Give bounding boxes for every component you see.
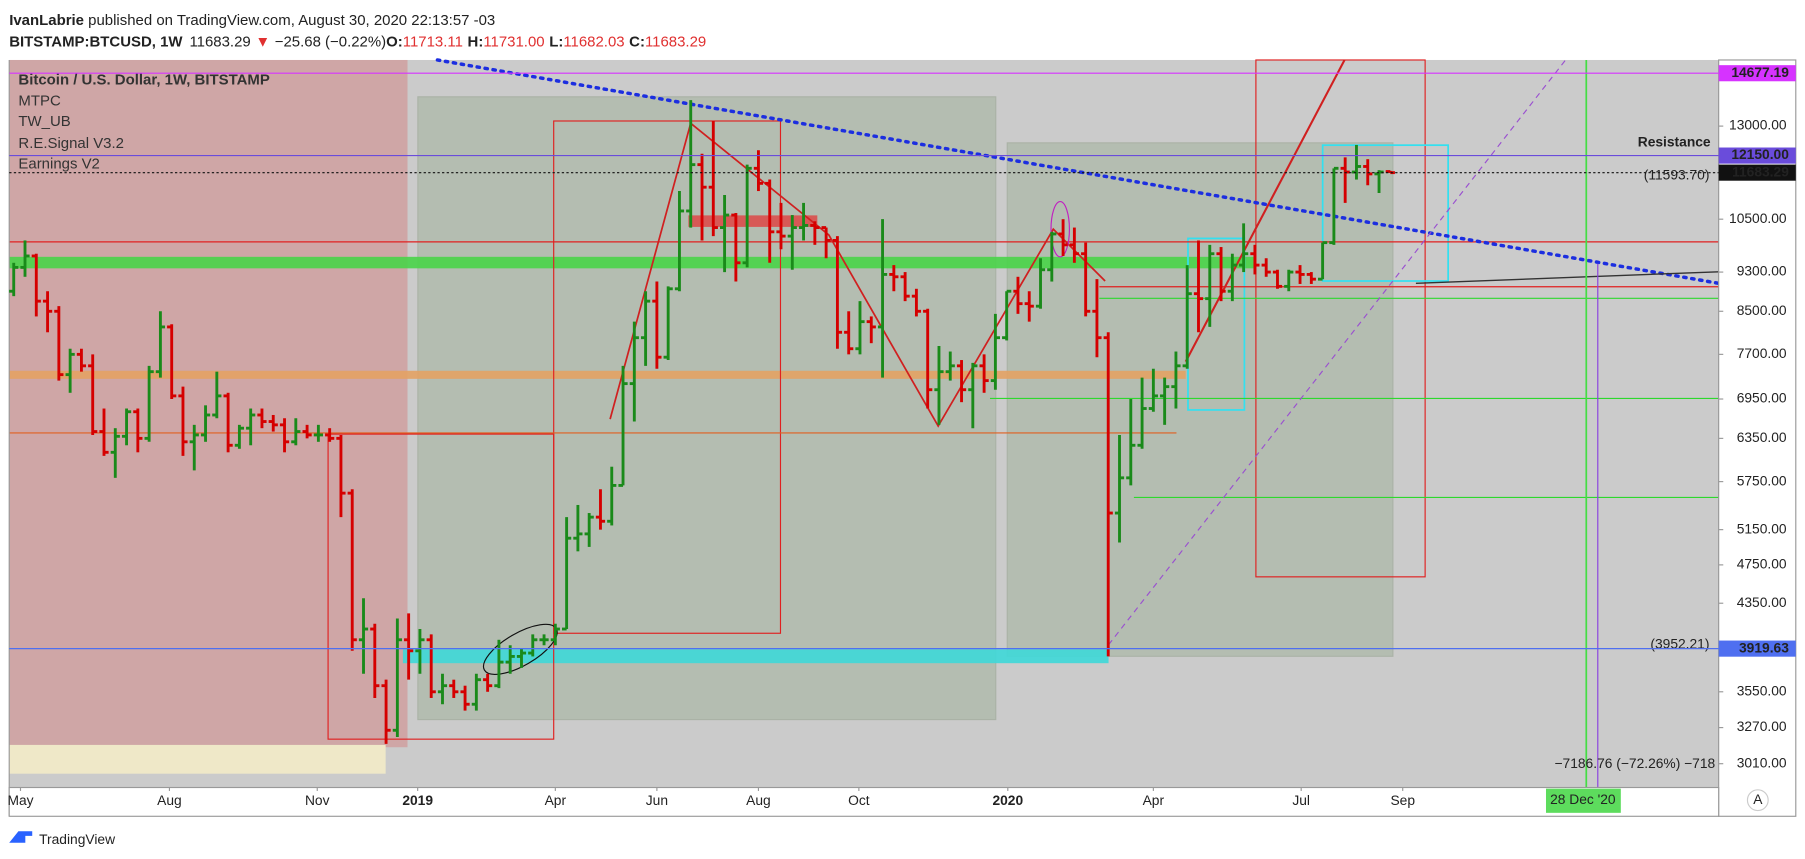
close-value: 11683.29 xyxy=(645,34,706,51)
y-tick-label: 13000.00 xyxy=(1729,117,1787,133)
x-tick-label: May xyxy=(7,792,33,808)
sketch-ellipse xyxy=(1050,200,1070,258)
price-label-box xyxy=(1718,65,1796,82)
price-label-box xyxy=(1718,164,1796,181)
band-cyan xyxy=(402,649,1109,664)
x-tick-label: Oct xyxy=(848,792,870,808)
x-tick-label: Aug xyxy=(746,792,771,808)
box-red xyxy=(327,433,555,740)
change-arrow: ▼ xyxy=(255,34,270,51)
band-orange xyxy=(9,370,1186,379)
zone-gray xyxy=(1006,142,1394,657)
box-red xyxy=(1255,59,1426,578)
high-value: 11731.00 xyxy=(483,34,544,51)
y-tick-label: 5150.00 xyxy=(1737,520,1787,536)
price-axis xyxy=(1718,59,1797,817)
y-tick-label: 4750.00 xyxy=(1737,556,1787,572)
last-price: 11683.29 xyxy=(189,34,250,51)
price-label: 3919.63 xyxy=(1739,639,1789,655)
low-key: L: xyxy=(549,34,563,51)
band-red xyxy=(688,215,818,227)
x-tick-label: Apr xyxy=(1143,792,1165,808)
open-value: 11713.11 xyxy=(403,34,463,51)
y-tick-label: 10500.00 xyxy=(1729,210,1787,226)
time-axis xyxy=(8,786,1720,817)
publish-line: IvanLabrie published on TradingView.com,… xyxy=(9,12,495,29)
high-key: H: xyxy=(468,34,484,51)
legend-line: TW_UB xyxy=(18,113,70,130)
brand-logo xyxy=(9,831,33,843)
author: IvanLabrie xyxy=(9,12,84,29)
price-label: 14677.19 xyxy=(1731,64,1789,80)
cursor-date-box xyxy=(1545,788,1621,813)
box-cyan xyxy=(1321,144,1450,282)
legend-line: Earnings V2 xyxy=(18,156,99,173)
close-key: C: xyxy=(629,34,645,51)
legend-line: R.E.Signal V3.2 xyxy=(18,135,124,152)
x-tick-label: Jul xyxy=(1292,792,1310,808)
y-tick-label: 7700.00 xyxy=(1737,345,1787,361)
symbol: BITSTAMP:BTCUSD, 1W xyxy=(9,34,183,51)
x-tick-label: Sep xyxy=(1390,792,1415,808)
change: −25.68 (−0.22%) xyxy=(275,34,386,51)
y-tick-label: 9300.00 xyxy=(1737,263,1787,279)
symbol-line: BITSTAMP:BTCUSD, 1W 11683.29 ▼ −25.68 (−0.2… xyxy=(9,34,706,51)
low-value: 11682.03 xyxy=(563,34,624,51)
band-green xyxy=(9,256,1255,269)
y-tick-label: 4350.00 xyxy=(1737,594,1787,610)
brand: TradingView xyxy=(39,831,115,847)
y-tick-label: 3010.00 xyxy=(1737,754,1787,770)
x-tick-label: Aug xyxy=(157,792,182,808)
x-tick-label: 2020 xyxy=(992,792,1023,808)
zone-gray xyxy=(417,96,997,721)
box-red xyxy=(553,120,782,634)
price-label-box xyxy=(1718,640,1796,657)
legend-line: MTPC xyxy=(18,92,61,109)
y-tick-label: 6950.00 xyxy=(1737,390,1787,406)
y-tick-label: 6350.00 xyxy=(1737,429,1787,445)
level-note: (11593.70) xyxy=(1644,167,1710,183)
price-label: 11683.29 xyxy=(1732,163,1789,179)
cursor-date: 28 Dec '20 xyxy=(1550,791,1616,807)
legend-line: Bitcoin / U.S. Dollar, 1W, BITSTAMP xyxy=(18,72,269,89)
measure-label: −7186.76 (−72.26%) −718 xyxy=(1554,755,1715,771)
y-tick-label: 3270.00 xyxy=(1737,718,1787,734)
trendline-red xyxy=(1184,59,1346,363)
level-note: (3952.21) xyxy=(1650,636,1709,652)
y-tick-label: 3550.00 xyxy=(1737,682,1787,698)
trendline-gray xyxy=(1415,271,1719,284)
x-tick-label: Nov xyxy=(305,792,330,808)
zone-pink xyxy=(9,59,408,748)
price-label: 12150.00 xyxy=(1731,146,1789,162)
y-tick-label: 5750.00 xyxy=(1737,472,1787,488)
trendline-blue xyxy=(435,58,1721,286)
auto-scale-button[interactable] xyxy=(1746,789,1769,812)
open-key: O: xyxy=(386,34,403,51)
resistance-label: Resistance xyxy=(1638,134,1711,150)
zone-yellow xyxy=(9,744,386,774)
price-label-box xyxy=(1718,147,1796,164)
published: published on TradingView.com, August 30,… xyxy=(84,12,495,29)
x-tick-label: 2019 xyxy=(402,792,433,808)
x-tick-label: Jun xyxy=(646,792,668,808)
auto-scale-label[interactable]: A xyxy=(1753,791,1763,807)
x-tick-label: Apr xyxy=(545,792,567,808)
y-tick-label: 8500.00 xyxy=(1737,302,1787,318)
